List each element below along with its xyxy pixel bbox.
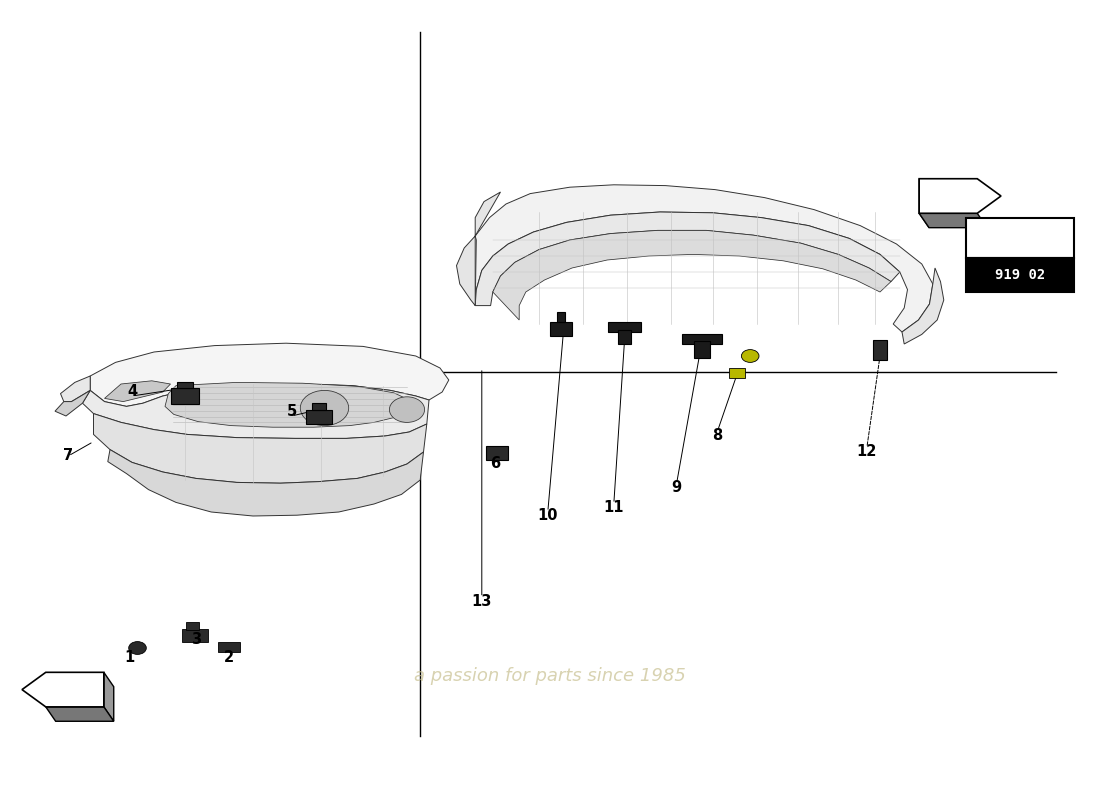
Polygon shape: [165, 382, 409, 427]
Polygon shape: [920, 178, 929, 228]
Circle shape: [129, 642, 146, 654]
Text: 7: 7: [63, 449, 74, 463]
Bar: [618, 330, 631, 344]
Text: 8: 8: [712, 429, 723, 443]
Polygon shape: [82, 384, 429, 438]
Polygon shape: [94, 414, 427, 483]
Text: 919 02: 919 02: [994, 268, 1045, 282]
Circle shape: [300, 390, 349, 426]
Polygon shape: [456, 192, 501, 306]
Bar: [550, 322, 572, 336]
Polygon shape: [493, 230, 891, 320]
Polygon shape: [55, 390, 90, 416]
Text: 12: 12: [857, 445, 877, 459]
Polygon shape: [60, 376, 90, 402]
Text: 10: 10: [538, 509, 558, 523]
Polygon shape: [22, 672, 103, 707]
Circle shape: [741, 350, 759, 362]
Bar: [873, 340, 887, 360]
Bar: [557, 312, 565, 322]
Text: 11: 11: [604, 501, 624, 515]
Bar: [608, 322, 641, 332]
Polygon shape: [920, 178, 1001, 214]
Bar: [218, 642, 240, 652]
Bar: [729, 368, 745, 378]
Circle shape: [389, 397, 425, 422]
Polygon shape: [920, 214, 987, 228]
Bar: [177, 382, 192, 388]
Text: 4: 4: [126, 385, 138, 399]
Polygon shape: [46, 707, 113, 722]
Text: 6: 6: [490, 457, 500, 471]
Bar: [170, 388, 199, 404]
Bar: [182, 629, 208, 642]
Bar: [312, 403, 326, 410]
Polygon shape: [475, 212, 900, 306]
Text: 13: 13: [472, 594, 492, 609]
Text: 2: 2: [223, 650, 234, 665]
Bar: [186, 622, 199, 630]
Polygon shape: [103, 672, 113, 722]
Bar: [966, 218, 1074, 258]
Text: 3: 3: [190, 633, 201, 647]
Text: 9: 9: [671, 481, 682, 495]
Polygon shape: [104, 381, 170, 402]
Bar: [966, 258, 1074, 292]
Text: 5: 5: [286, 405, 297, 419]
Bar: [306, 410, 332, 424]
Polygon shape: [108, 450, 424, 516]
Polygon shape: [90, 343, 449, 406]
Text: 1: 1: [124, 650, 135, 665]
Polygon shape: [475, 185, 933, 332]
Bar: [694, 341, 710, 358]
Bar: [682, 334, 722, 344]
Polygon shape: [902, 268, 944, 344]
Bar: [486, 446, 508, 460]
Text: a passion for parts since 1985: a passion for parts since 1985: [414, 667, 686, 685]
